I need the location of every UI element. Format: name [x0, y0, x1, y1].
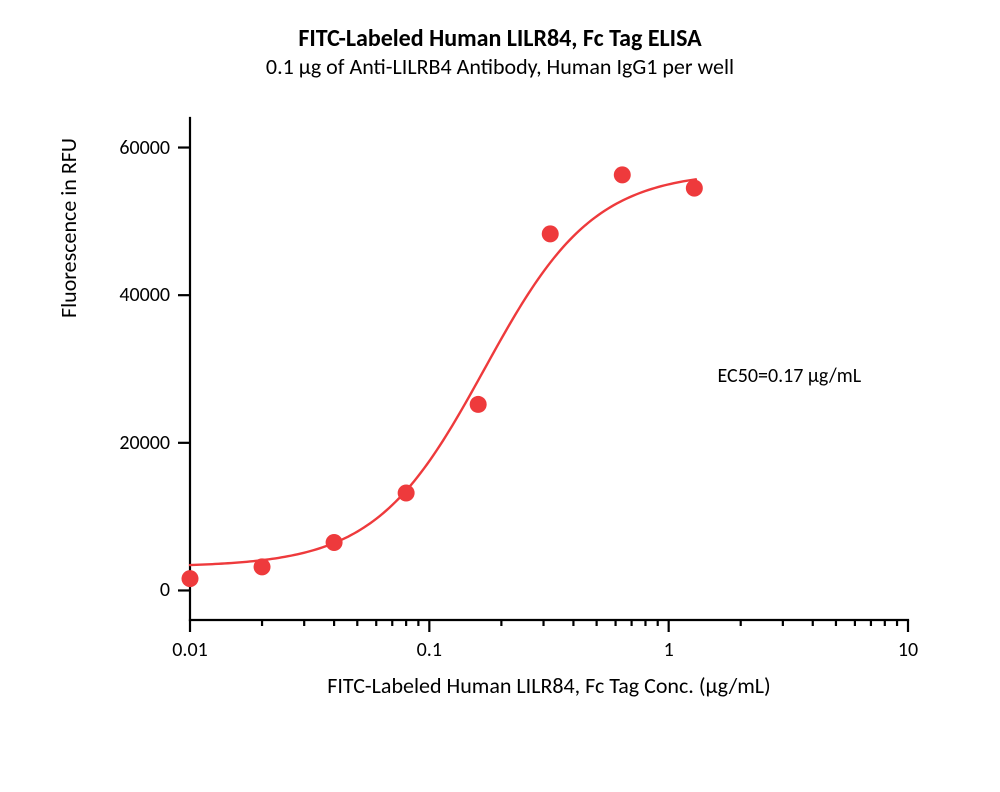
- data-point: [326, 534, 343, 551]
- y-tick-label: 20000: [0, 431, 170, 455]
- x-axis-label: FITC-Labeled Human LILR84, Fc Tag Conc. …: [190, 672, 908, 699]
- data-point: [614, 166, 631, 183]
- data-point: [470, 396, 487, 413]
- chart-stage: FITC-Labeled Human LILR84, Fc Tag ELISA …: [0, 0, 1000, 792]
- x-tick-label: 0.01: [150, 638, 230, 662]
- fit-curve: [190, 179, 696, 565]
- x-tick-label: 10: [868, 638, 948, 662]
- ec50-annotation: EC50=0.17 μg/mL: [718, 364, 862, 388]
- data-point: [182, 570, 199, 587]
- data-point: [254, 558, 271, 575]
- data-point: [398, 485, 415, 502]
- x-tick-label: 0.1: [389, 638, 469, 662]
- y-tick-label: 60000: [0, 136, 170, 160]
- y-axis-label: Fluorescence in RFU: [55, 0, 82, 479]
- y-tick-label: 40000: [0, 283, 170, 307]
- y-tick-label: 0: [0, 578, 170, 602]
- data-point: [542, 225, 559, 242]
- x-tick-label: 1: [629, 638, 709, 662]
- data-point: [686, 180, 703, 197]
